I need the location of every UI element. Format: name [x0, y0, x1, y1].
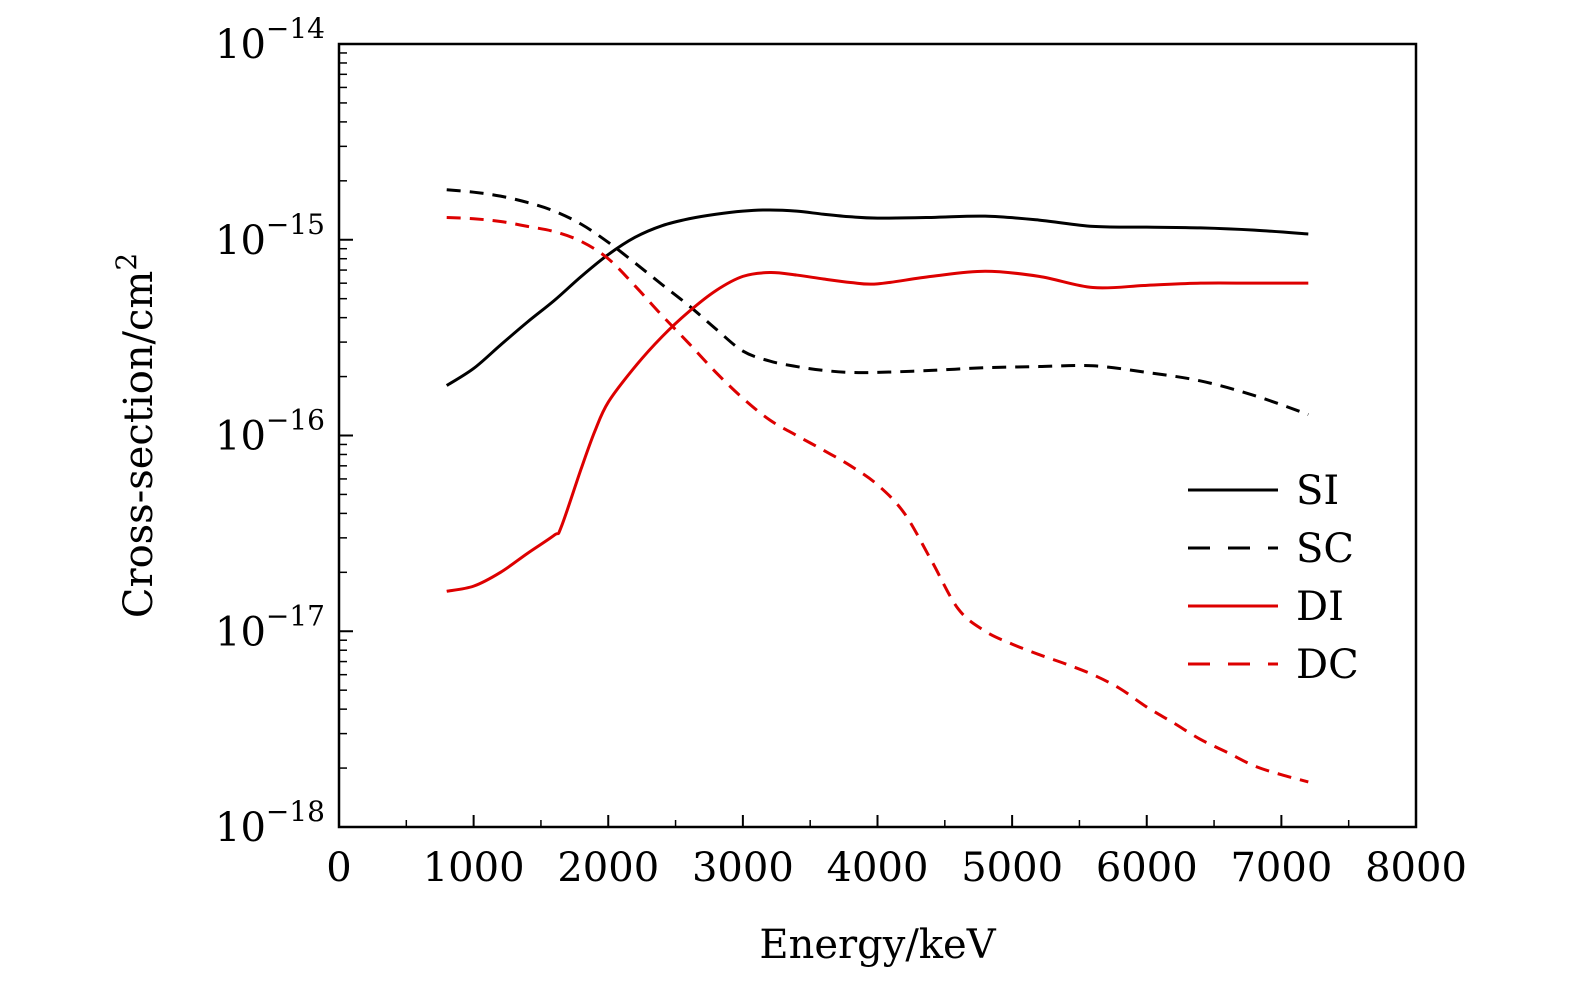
x-tick-label: 0: [326, 845, 351, 891]
x-tick-label: 6000: [1096, 845, 1198, 891]
y-axis-label-base: Cross-section/cm: [116, 271, 162, 619]
y-axis-label: Cross-section/cm2: [110, 253, 163, 618]
y-axis-label-superscript: 2: [110, 253, 143, 271]
plot-series: [445, 188, 1309, 784]
x-axis: 0 1000 2000 3000 4000 5000 6000 7000 8000: [326, 815, 1467, 891]
y-tick-base: 10: [215, 414, 266, 460]
y-tick-exponent: −16: [266, 404, 325, 437]
x-tick-label: 7000: [1230, 845, 1332, 891]
legend-label-si: SI: [1296, 468, 1339, 514]
legend-label-di: DI: [1296, 584, 1344, 630]
y-tick-exponent: −14: [266, 12, 325, 45]
y-tick-base: 10: [215, 218, 266, 264]
y-tick-label: 10−15: [215, 208, 325, 264]
x-tick-label: 8000: [1365, 845, 1467, 891]
x-tick-label: 5000: [961, 845, 1063, 891]
series-line-dc: [446, 215, 1309, 784]
legend: SI SC DI DC: [1188, 468, 1359, 688]
y-tick-label: 10−14: [215, 12, 325, 68]
legend-label-dc: DC: [1296, 642, 1359, 688]
y-tick-label: 10−16: [215, 404, 325, 460]
y-tick-base: 10: [215, 805, 266, 851]
legend-label-sc: SC: [1296, 526, 1354, 572]
y-tick-base: 10: [215, 22, 266, 68]
y-tick-label: 10−17: [215, 599, 325, 655]
plot-frame: [337, 42, 1418, 829]
y-tick-label: 10−18: [215, 795, 325, 851]
x-tick-label: 2000: [557, 845, 659, 891]
y-tick-exponent: −15: [266, 208, 325, 241]
x-axis-label: Energy/keV: [759, 922, 996, 968]
y-tick-exponent: −18: [266, 795, 325, 828]
x-tick-label: 1000: [423, 845, 525, 891]
series-line-sc: [446, 188, 1309, 416]
series-line-di: [446, 269, 1309, 593]
y-tick-base: 10: [215, 609, 266, 655]
x-tick-label: 3000: [692, 845, 794, 891]
series-line-si: [445, 208, 1309, 387]
x-tick-label: 4000: [827, 845, 929, 891]
y-tick-exponent: −17: [266, 599, 325, 632]
